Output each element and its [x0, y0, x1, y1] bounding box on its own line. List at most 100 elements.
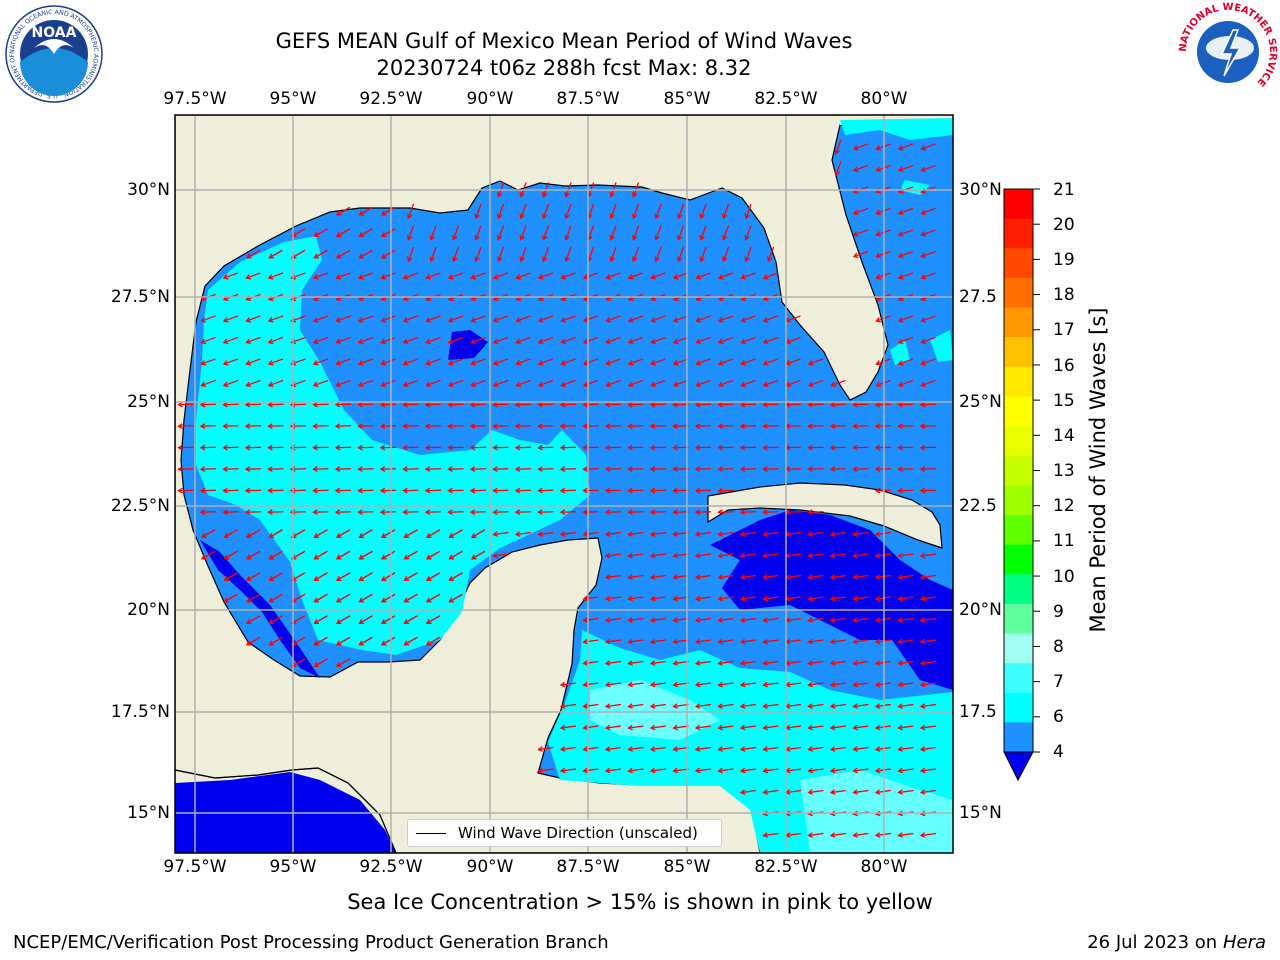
wave-arrow [808, 531, 824, 536]
wave-arrow-head [222, 509, 228, 516]
wave-arrow-head [807, 531, 813, 537]
wave-arrow-head [897, 789, 903, 795]
wave-arrow [471, 379, 486, 387]
colorbar-band [1004, 485, 1033, 516]
wave-arrow-head [582, 466, 588, 473]
wave-arrow-head [874, 487, 881, 494]
wave-arrow [830, 660, 847, 665]
wave-arrow-head [807, 401, 813, 408]
wave-arrow [583, 358, 599, 365]
wave-arrow [700, 203, 707, 219]
wave-arrow-head [267, 338, 274, 345]
wave-arrow-head [834, 170, 840, 177]
wave-arrow-head [672, 466, 678, 473]
wave-arrow [650, 639, 667, 643]
wave-arrow [245, 489, 262, 492]
wave-arrow [763, 574, 779, 579]
colorbar-label: 18 [1053, 285, 1075, 305]
wave-arrow [740, 703, 757, 708]
lon-tick-bottom: 95°W [269, 857, 317, 877]
wave-arrow [695, 617, 712, 622]
wave-arrow [651, 315, 666, 322]
wave-arrow [740, 446, 757, 449]
wave-arrow-head [897, 746, 903, 752]
wave-arrow [718, 336, 734, 344]
wave-arrow-head [852, 466, 858, 473]
wave-arrow-head [268, 640, 275, 646]
wave-arrow [673, 403, 689, 406]
wave-arrow-head [245, 338, 251, 345]
wave-arrow [493, 425, 509, 427]
wave-arrow [493, 315, 509, 322]
colorbar-label: 12 [1053, 496, 1075, 516]
wave-arrow [291, 358, 306, 365]
wave-arrow-head [244, 423, 251, 430]
wave-arrow [381, 529, 396, 538]
wave-arrow [786, 358, 801, 365]
wave-arrow-head [875, 166, 881, 173]
wave-arrow-head [852, 531, 858, 537]
colorbar-label: 11 [1053, 531, 1075, 551]
wave-arrow-head [717, 531, 723, 537]
wave-arrow [223, 425, 239, 427]
wave-arrow-head [245, 253, 252, 259]
wave-arrow-head [699, 235, 705, 241]
wave-arrow-head [424, 466, 431, 473]
wave-arrow [808, 725, 824, 729]
wave-arrow [898, 574, 914, 579]
wave-arrow [246, 593, 261, 603]
wave-arrow-head [739, 531, 746, 537]
wave-arrow-head [313, 575, 320, 581]
wave-arrow [605, 468, 622, 470]
lon-tick-top: 95°W [269, 89, 317, 109]
wave-arrow [291, 615, 306, 624]
wave-arrow-head [919, 466, 926, 473]
wave-arrow [853, 660, 869, 665]
lat-tick-left: 17.5°N [110, 702, 170, 722]
wave-arrow [403, 315, 419, 322]
wave-arrow-head [496, 192, 503, 198]
wave-arrow-head [537, 317, 544, 323]
wave-arrow [471, 315, 486, 322]
wave-arrow [565, 246, 572, 262]
wave-arrow [853, 682, 869, 686]
wave-arrow [830, 746, 847, 751]
wave-arrow-head [604, 638, 611, 645]
wave-arrow-head [245, 640, 252, 646]
wave-arrow-head [875, 145, 881, 151]
wave-arrow-head [807, 724, 813, 731]
wave-arrow-head [874, 531, 881, 537]
wave-arrow-head [829, 660, 836, 666]
wave-arrow [898, 250, 914, 258]
wave-arrow [898, 379, 914, 387]
wave-arrow-head [222, 274, 229, 280]
wave-arrow [515, 425, 532, 427]
wave-arrow-head [897, 252, 904, 259]
wave-arrow [920, 446, 937, 449]
wave-arrow-head [357, 317, 364, 323]
wave-arrow [785, 789, 802, 794]
wave-arrow-head [920, 145, 926, 151]
wave-arrow-head [919, 574, 926, 580]
wave-arrow [650, 403, 667, 406]
wave-arrow [628, 446, 644, 449]
wave-arrow-head [762, 381, 769, 388]
wave-arrow-head [897, 617, 903, 623]
wave-arrow [605, 531, 622, 536]
wave-arrow-head [514, 401, 521, 408]
wave-arrow-head [335, 338, 341, 345]
wave-arrow [785, 425, 802, 427]
wave-arrow [381, 336, 396, 344]
wave-arrow-head [739, 767, 746, 774]
wave-arrow [583, 489, 599, 492]
wave-arrow [404, 550, 418, 560]
wave-arrow [853, 403, 869, 406]
wave-arrow-head [604, 703, 611, 709]
wave-arrow [628, 703, 644, 708]
wave-arrow [628, 468, 644, 470]
wave-arrow [335, 425, 352, 427]
wave-arrow-head [694, 509, 701, 516]
wave-arrow-head [403, 640, 410, 646]
wave-arrow-head [830, 381, 836, 388]
wave-arrow [763, 403, 779, 406]
